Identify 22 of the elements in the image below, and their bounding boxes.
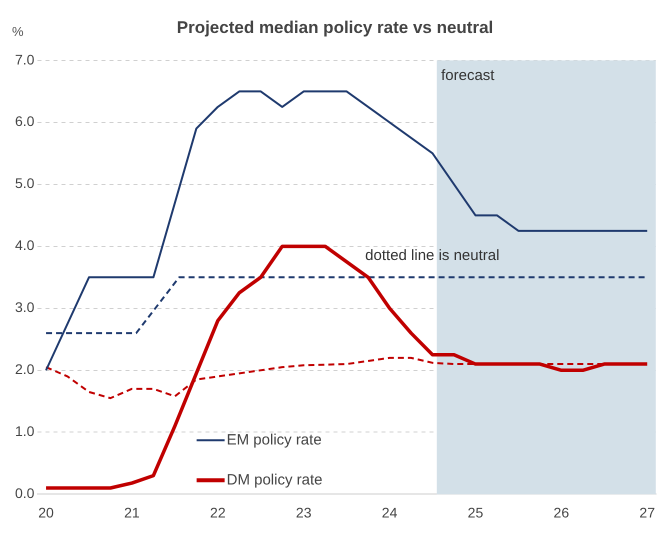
y-tick-label: 4.0 [14, 237, 35, 254]
y-tick-label: 6.0 [14, 113, 35, 130]
x-tick-label: 24 [382, 504, 398, 520]
y-tick-label: 3.0 [14, 299, 35, 316]
x-tick-label: 22 [210, 504, 226, 520]
x-tick-label: 21 [124, 504, 140, 520]
y-tick-label: 5.0 [14, 175, 35, 192]
x-tick-label: 25 [468, 504, 484, 520]
annotation: dotted line is neutral [365, 246, 500, 264]
annotation: forecast [441, 67, 496, 84]
chart-title: Projected median policy rate vs neutral [176, 18, 494, 37]
y-tick-label: 1.0 [14, 423, 35, 440]
y-tick-label: 7.0 [14, 51, 35, 68]
y-tick-label: 2.0 [14, 361, 35, 378]
legend-label: DM policy rate [226, 471, 322, 488]
y-tick-label: 0.0 [14, 485, 35, 502]
x-tick-label: 20 [38, 504, 54, 520]
x-tick-label: 23 [296, 504, 312, 520]
y-axis-title: % [12, 24, 24, 39]
x-tick-label: 26 [554, 504, 570, 520]
legend-label: EM policy rate [226, 431, 322, 448]
x-tick-label: 27 [639, 504, 656, 520]
